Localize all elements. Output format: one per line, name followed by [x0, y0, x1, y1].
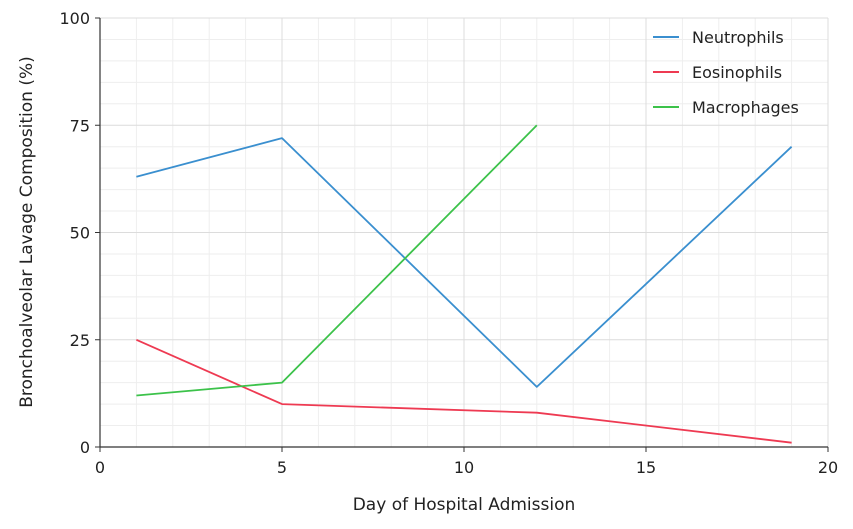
series-line-neutrophils	[136, 137, 793, 388]
y-tick-label: 50	[70, 224, 90, 243]
legend: Neutrophils Eosinophils Macrophages	[653, 28, 799, 117]
legend-label-macrophages: Macrophages	[692, 98, 799, 117]
y-axis-title: Bronchoalveolar Lavage Composition (%)	[17, 56, 37, 408]
series-line-macrophages	[136, 124, 538, 397]
x-tick-label: 0	[95, 458, 105, 477]
grid	[100, 17, 829, 447]
tick-labels: 0 5 10 15 20 0 25 50 75 100	[59, 9, 838, 477]
x-tick-label: 20	[818, 458, 838, 477]
y-tick-label: 25	[70, 331, 90, 350]
y-tick-label: 75	[70, 116, 90, 135]
x-axis-title: Day of Hospital Admission	[353, 495, 576, 515]
series-lines	[136, 124, 793, 444]
series-line-eosinophils	[136, 338, 792, 444]
x-tick-label: 5	[277, 458, 287, 477]
x-tick-label: 15	[636, 458, 656, 477]
legend-label-neutrophils: Neutrophils	[692, 28, 784, 47]
x-tick-label: 10	[454, 458, 474, 477]
y-tick-label: 0	[80, 438, 90, 457]
y-tick-label: 100	[59, 9, 90, 28]
legend-label-eosinophils: Eosinophils	[692, 63, 782, 82]
axes	[95, 17, 829, 452]
